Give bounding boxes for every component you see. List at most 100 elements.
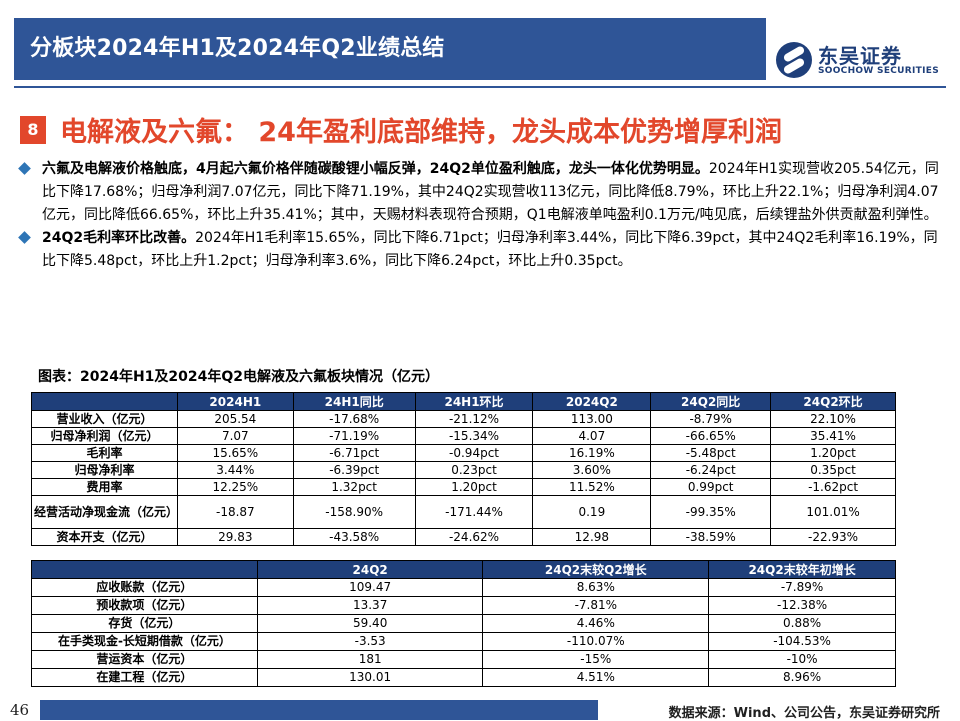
table-caption: 图表：2024年H1及2024年Q2电解液及六氟板块情况（亿元） [38,369,440,385]
table-cell: 22.10% [770,410,896,428]
table-header-cell: 24Q2末较Q2增长 [482,560,710,579]
row-label-cell: 存货（亿元） [31,614,258,633]
table-cell: 59.40 [256,614,484,633]
company-logo: 东吴证券 SOOCHOW SECURITIES [776,40,946,80]
table-cell: -171.44% [414,495,534,529]
table-cell: -66.65% [650,427,772,445]
table-row: 费用率 12.25% 1.32pct 1.20pct 11.52% 0.99pct -1.6… [31,478,896,496]
table-cell: 29.83 [176,528,294,546]
table-cell: -18.87 [176,495,294,529]
diamond-bullet-icon [18,231,31,244]
table-cell: -99.35% [650,495,772,529]
table-cell: -1.62pct [770,478,896,496]
page-number: 46 [10,701,30,719]
table-header-cell: 24Q2 [256,560,484,579]
page-number-background [0,700,40,720]
table-cell: -158.90% [292,495,416,529]
table-header-cell [31,560,258,579]
table-cell: -12.38% [708,596,896,615]
table-cell: 13.37 [256,596,484,615]
bullet-item: 24Q2毛利率环比改善。2024年H1毛利率15.65%，同比下降6.71pct… [16,227,944,273]
table-row: 预收款项（亿元） 13.37 -7.81% -12.38% [31,596,896,615]
table-cell: -7.89% [708,578,896,597]
table-cell: -24.62% [414,528,534,546]
table-cell: 109.47 [256,578,484,597]
row-label-cell: 归母净利润（亿元） [31,427,178,445]
table-header-row: 24Q2 24Q2末较Q2增长 24Q2末较年初增长 [31,560,896,579]
table-row: 归母净利率 3.44% -6.39pct 0.23pct 3.60% -6.24pct 0.… [31,461,896,479]
table-cell: -5.48pct [650,444,772,462]
section-number-badge: 8 [20,116,46,144]
bullet-text: 2024年H1毛利率15.65%，同比下降6.71pct；归母净利率3.44%，… [42,230,938,269]
balance-table: 24Q2 24Q2末较Q2增长 24Q2末较年初增长 应收账款（亿元） 109.4… [31,560,896,687]
header-bar [14,18,766,80]
table-header-row: 2024H1 24H1同比 24H1环比 2024Q2 24Q2同比 24Q2环… [31,392,896,411]
table-cell: 8.63% [482,578,710,597]
table-cell: -8.79% [650,410,772,428]
logo-mark-icon [776,42,812,78]
table-header-cell: 24H1同比 [292,392,416,411]
row-label-cell: 费用率 [31,478,178,496]
row-label-cell: 在建工程（亿元） [31,668,258,687]
row-label-cell: 毛利率 [31,444,178,462]
table-header-cell: 24H1环比 [414,392,534,411]
performance-table: 2024H1 24H1同比 24H1环比 2024Q2 24Q2同比 24Q2环… [31,392,896,546]
table-cell: 15.65% [176,444,294,462]
table-row: 营业收入（亿元） 205.54 -17.68% -21.12% 113.00 -8.79%… [31,410,896,428]
table-row: 在建工程（亿元） 130.01 4.51% 8.96% [31,668,896,687]
table-row: 资本开支（亿元） 29.83 -43.58% -24.62% 12.98 -38.59% -… [31,528,896,546]
table-cell: 7.07 [176,427,294,445]
table-header-cell: 24Q2同比 [650,392,772,411]
bullet-bold-text: 六氟及电解液价格触底，4月起六氟价格伴随碳酸锂小幅反弹，24Q2单位盈利触底，龙… [42,161,709,177]
data-source-note: 数据来源：Wind、公司公告，东吴证券研究所 [668,706,940,721]
table-cell: 113.00 [532,410,652,428]
table-cell: 1.20pct [414,478,534,496]
table-cell: 3.60% [532,461,652,479]
table-row: 存货（亿元） 59.40 4.46% 0.88% [31,614,896,633]
table-cell: -21.12% [414,410,534,428]
table-cell: 11.52% [532,478,652,496]
table-cell: 35.41% [770,427,896,445]
table-row: 应收账款（亿元） 109.47 8.63% -7.89% [31,578,896,597]
table-cell: -71.19% [292,427,416,445]
logo-name-cn: 东吴证券 [818,44,902,68]
table-cell: -38.59% [650,528,772,546]
bullet-text: 2024年H1实现营收205.54亿元，同比下降17.68%；归母净利润7.07… [42,161,939,223]
row-label-cell: 营业收入（亿元） [31,410,178,428]
table-cell: -104.53% [708,632,896,651]
table-cell: -22.93% [770,528,896,546]
table-cell: 0.23pct [414,461,534,479]
table-cell: -15.34% [414,427,534,445]
table-cell: 4.46% [482,614,710,633]
table-header-cell: 2024Q2 [532,392,652,411]
bullet-bold-text: 24Q2毛利率环比改善。 [42,230,196,246]
table-cell: 8.96% [708,668,896,687]
table-cell: 1.32pct [292,478,416,496]
row-label-cell: 资本开支（亿元） [31,528,178,546]
row-label-cell: 经营活动净现金流（亿元） [31,495,178,529]
section-title: 电解液及六氟： 24年盈利底部维持，龙头成本优势增厚利润 [60,117,782,148]
source-background [598,700,960,720]
table-cell: 181 [256,650,484,669]
table-cell: 3.44% [176,461,294,479]
table-header-cell: 24Q2环比 [770,392,896,411]
bullet-item: 六氟及电解液价格触底，4月起六氟价格伴随碳酸锂小幅反弹，24Q2单位盈利触底，龙… [16,158,944,227]
table-cell: -10% [708,650,896,669]
table-cell: -6.71pct [292,444,416,462]
table-header-cell: 24Q2末较年初增长 [708,560,896,579]
table-cell: -6.39pct [292,461,416,479]
table-cell: -7.81% [482,596,710,615]
diamond-bullet-icon [18,162,31,175]
table-row: 归母净利润（亿元） 7.07 -71.19% -15.34% 4.07 -66.65% 35… [31,427,896,445]
table-cell: -3.53 [256,632,484,651]
bullet-list: 六氟及电解液价格触底，4月起六氟价格伴随碳酸锂小幅反弹，24Q2单位盈利触底，龙… [16,158,944,273]
table-cell: 12.25% [176,478,294,496]
table-row: 经营活动净现金流（亿元） -18.87 -158.90% -171.44% 0.19 -9… [31,495,896,529]
table-cell: -110.07% [482,632,710,651]
table-cell: 0.88% [708,614,896,633]
row-label-cell: 营运资本（亿元） [31,650,258,669]
table-cell: -43.58% [292,528,416,546]
table-cell: 0.19 [532,495,652,529]
table-cell: 0.99pct [650,478,772,496]
table-cell: 205.54 [176,410,294,428]
